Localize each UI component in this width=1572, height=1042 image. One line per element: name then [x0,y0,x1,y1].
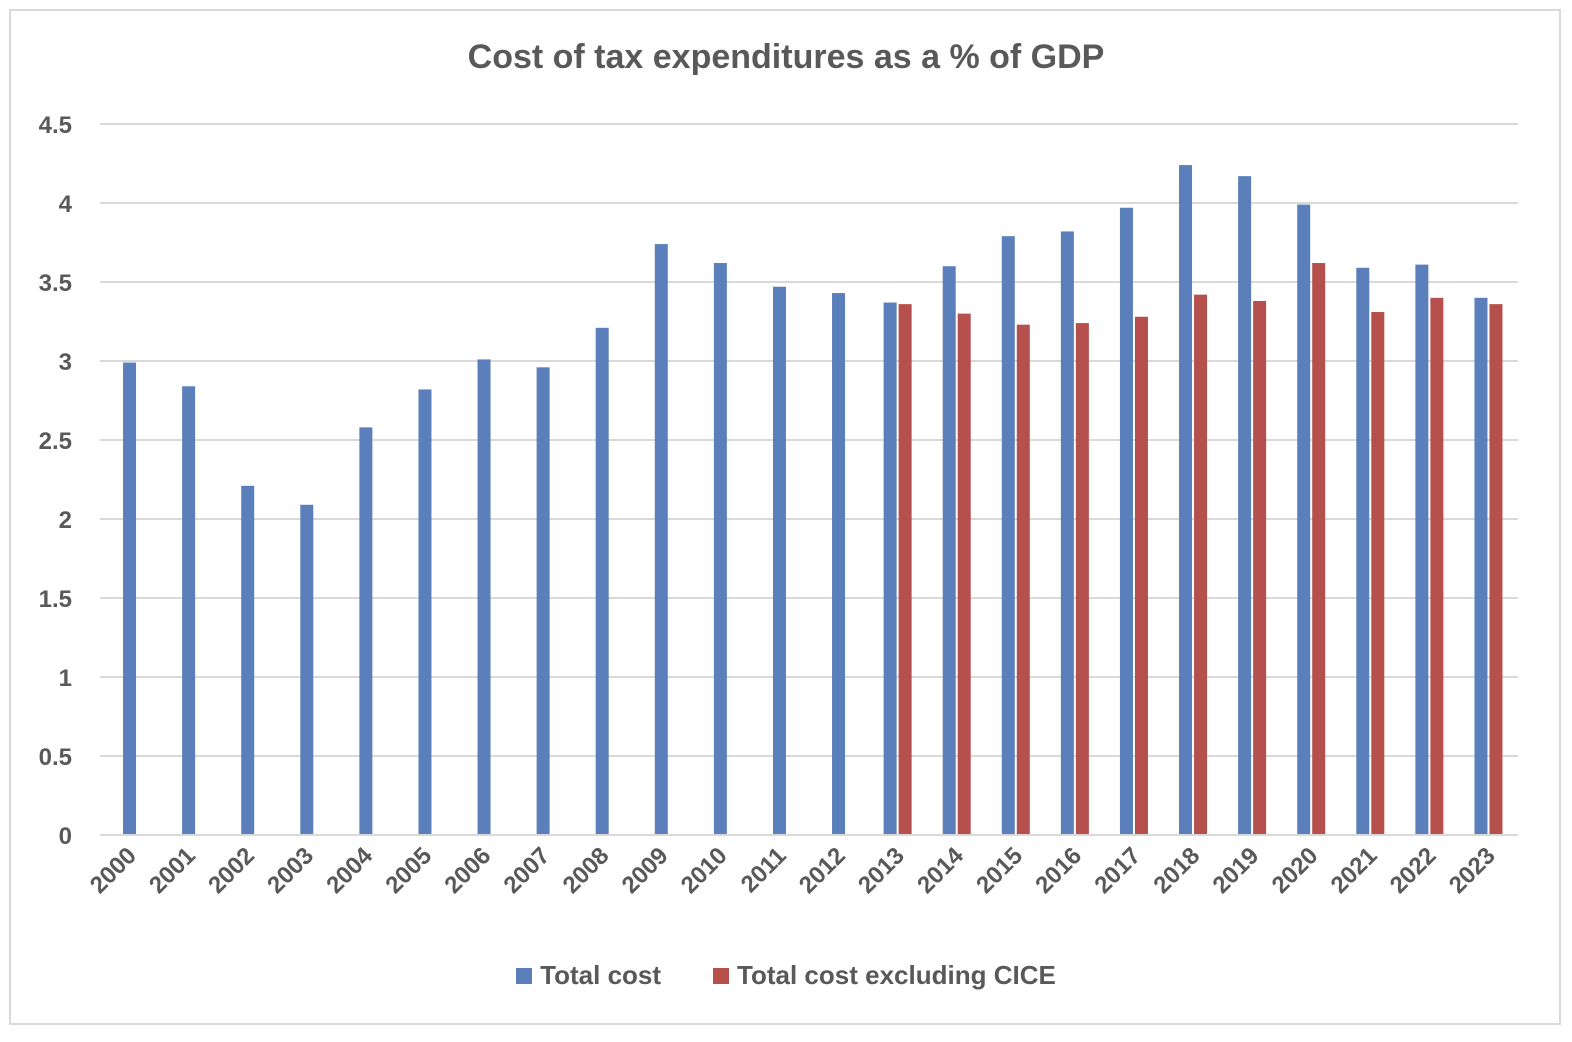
x-tick-label: 2010 [676,842,733,899]
x-tick-label: 2003 [262,842,319,899]
y-tick-label: 0.5 [39,744,72,771]
bar-total-cost-2015 [1001,236,1015,835]
bar-total-cost-2010 [713,263,727,835]
y-tick-label: 2 [59,507,72,534]
bar-total-cost-2001 [182,386,196,835]
bar-total-cost-2021 [1356,267,1370,835]
legend-item-total-cost: Total cost [516,960,661,991]
bar-total-cost-2006 [477,359,491,835]
bar-excluding-cice-2020 [1312,263,1326,835]
x-tick-label: 2022 [1385,842,1442,899]
bar-excluding-cice-2019 [1253,300,1267,836]
legend-label-excluding-cice: Total cost excluding CICE [737,960,1056,990]
legend-label-total-cost: Total cost [540,960,662,990]
bar-total-cost-2003 [300,504,314,835]
bar-total-cost-2007 [536,367,550,835]
bar-total-cost-2008 [595,327,609,835]
bar-total-cost-2020 [1297,204,1311,835]
bar-excluding-cice-2013 [898,304,912,835]
bar-total-cost-2011 [772,286,786,835]
y-tick-label: 3 [59,349,72,376]
x-tick-label: 2001 [144,842,201,899]
bar-total-cost-2023 [1474,297,1488,835]
x-tick-label: 2006 [439,842,496,899]
y-tick-label: 1.5 [39,586,72,613]
bar-total-cost-2016 [1060,231,1074,835]
x-tick-label: 2011 [736,842,792,898]
bar-total-cost-2012 [832,293,846,835]
x-tick-label: 2005 [380,842,437,899]
bar-total-cost-2009 [654,244,668,835]
x-tick-label: 2019 [1208,842,1265,899]
legend-item-excluding-cice: Total cost excluding CICE [713,960,1056,991]
chart-title: Cost of tax expenditures as a % of GDP [467,38,1105,76]
bar-excluding-cice-2017 [1134,316,1148,835]
bar-total-cost-2022 [1415,264,1429,835]
y-tick-label: 2.5 [39,428,72,455]
bar-excluding-cice-2022 [1430,297,1444,835]
y-tick-label: 3.5 [39,270,72,297]
x-tick-label: 2017 [1089,842,1146,899]
x-tick-label: 2007 [499,842,556,899]
bar-total-cost-2005 [418,389,432,835]
bar-total-cost-2002 [241,485,255,835]
bar-excluding-cice-2021 [1371,312,1385,835]
x-tick-label: 2020 [1267,842,1324,899]
x-tick-label: 2012 [794,842,851,899]
bar-total-cost-2013 [883,302,897,835]
y-tick-label: 1 [59,665,72,692]
x-tick-label: 2018 [1148,842,1205,899]
bar-excluding-cice-2018 [1194,294,1208,835]
x-tick-label: 2000 [85,842,142,899]
x-tick-label: 2016 [1030,842,1087,899]
bar-total-cost-2019 [1238,176,1252,835]
x-tick-label: 2021 [1326,842,1383,899]
y-tick-label: 4.5 [39,112,72,139]
x-tick-label: 2002 [203,842,260,899]
bar-excluding-cice-2014 [957,313,971,836]
bar-total-cost-2017 [1119,207,1133,836]
bar-excluding-cice-2015 [1016,324,1030,835]
x-tick-label: 2023 [1444,842,1501,899]
x-tick-label: 2008 [558,842,615,899]
legend-swatch-excluding-cice [713,967,730,984]
bar-excluding-cice-2016 [1075,323,1089,835]
bar-total-cost-2018 [1179,165,1193,835]
legend-swatch-total-cost [516,967,533,984]
x-tick-label: 2015 [971,842,1028,899]
chart-legend: Total cost Total cost excluding CICE [0,960,1572,991]
bar-total-cost-2014 [942,266,956,835]
y-tick-label: 0 [59,823,72,850]
x-tick-label: 2014 [912,842,969,899]
bar-excluding-cice-2023 [1489,304,1503,835]
x-tick-label: 2004 [321,842,378,899]
bar-total-cost-2004 [359,427,373,835]
x-tick-label: 2009 [617,842,674,899]
bar-total-cost-2000 [123,362,137,835]
x-tick-label: 2013 [853,842,910,899]
y-tick-label: 4 [59,191,73,218]
